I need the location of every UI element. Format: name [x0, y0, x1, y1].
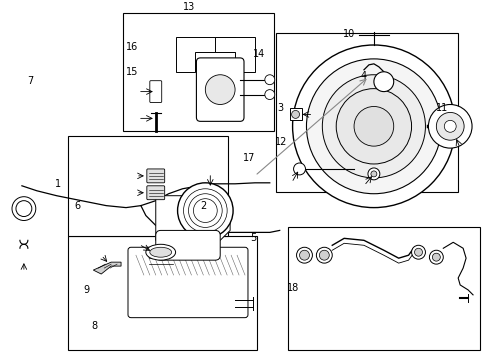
Circle shape — [188, 194, 222, 228]
Circle shape — [353, 107, 393, 146]
FancyBboxPatch shape — [196, 58, 244, 121]
FancyBboxPatch shape — [146, 186, 164, 200]
Text: 11: 11 — [435, 103, 447, 113]
Circle shape — [299, 250, 309, 260]
Circle shape — [411, 245, 425, 259]
Text: 18: 18 — [286, 283, 299, 293]
Circle shape — [322, 75, 425, 178]
Circle shape — [444, 120, 455, 132]
Circle shape — [264, 75, 274, 85]
Text: 15: 15 — [125, 67, 138, 77]
Circle shape — [336, 89, 411, 164]
Polygon shape — [175, 37, 235, 72]
Circle shape — [319, 250, 328, 260]
Bar — [287, 227, 479, 350]
FancyBboxPatch shape — [156, 230, 220, 260]
Circle shape — [435, 112, 463, 140]
FancyBboxPatch shape — [146, 169, 164, 183]
Circle shape — [177, 183, 233, 238]
Text: 7: 7 — [27, 76, 33, 86]
Text: 9: 9 — [84, 285, 90, 295]
Circle shape — [183, 189, 227, 233]
Bar — [67, 136, 227, 236]
FancyBboxPatch shape — [128, 247, 247, 318]
Circle shape — [316, 247, 331, 263]
Circle shape — [373, 72, 393, 91]
FancyBboxPatch shape — [149, 81, 162, 103]
Circle shape — [367, 168, 379, 180]
Text: 4: 4 — [360, 71, 366, 81]
Bar — [289, 108, 301, 120]
Circle shape — [428, 250, 443, 264]
Circle shape — [296, 247, 312, 263]
Circle shape — [431, 253, 439, 261]
Text: 8: 8 — [91, 321, 97, 332]
Ellipse shape — [145, 244, 175, 260]
Text: 12: 12 — [274, 136, 286, 147]
Circle shape — [193, 199, 217, 222]
Text: 5: 5 — [249, 233, 256, 243]
Polygon shape — [156, 196, 230, 240]
Circle shape — [427, 104, 471, 148]
Text: 3: 3 — [277, 103, 284, 113]
Text: 10: 10 — [342, 30, 354, 40]
Text: 14: 14 — [252, 49, 264, 59]
Circle shape — [293, 163, 305, 175]
Text: 16: 16 — [125, 42, 138, 52]
Circle shape — [205, 75, 235, 104]
Circle shape — [370, 171, 376, 177]
Circle shape — [264, 90, 274, 99]
Circle shape — [414, 248, 422, 256]
Text: 6: 6 — [74, 201, 80, 211]
Circle shape — [306, 59, 440, 194]
Text: 1: 1 — [55, 179, 61, 189]
Polygon shape — [215, 37, 254, 72]
Bar — [123, 13, 273, 131]
Text: 13: 13 — [182, 2, 195, 12]
Bar — [275, 33, 457, 192]
Polygon shape — [93, 262, 121, 274]
Text: 2: 2 — [200, 201, 206, 211]
Text: 17: 17 — [243, 153, 255, 163]
Bar — [67, 236, 256, 350]
Circle shape — [291, 111, 299, 118]
Ellipse shape — [149, 247, 171, 257]
Circle shape — [292, 45, 454, 208]
